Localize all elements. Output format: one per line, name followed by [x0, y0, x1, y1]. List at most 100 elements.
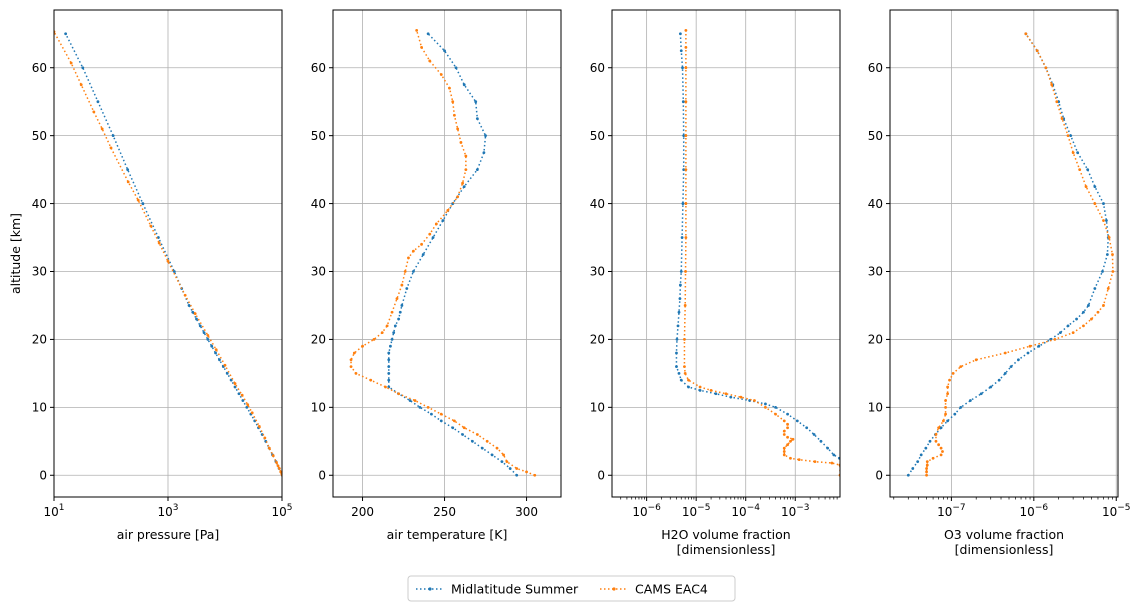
data-point — [420, 45, 423, 49]
data-point — [1084, 185, 1088, 189]
x-tick-label: 10−6 — [1020, 503, 1049, 519]
data-point — [462, 185, 466, 189]
x-tick-label: 10−4 — [731, 503, 760, 519]
data-point — [250, 411, 254, 415]
data-point — [1009, 365, 1013, 368]
data-point — [434, 222, 438, 226]
data-point — [400, 304, 404, 307]
x-tick-label: 105 — [271, 503, 292, 519]
data-point — [946, 419, 950, 423]
data-point — [79, 83, 83, 87]
data-point — [398, 310, 402, 314]
y-tick-label: 60 — [868, 61, 883, 75]
data-point — [791, 437, 795, 441]
y-tick-label: 20 — [311, 333, 326, 347]
data-point — [451, 100, 455, 104]
data-point — [502, 453, 505, 457]
data-point — [407, 256, 410, 260]
data-point — [1078, 168, 1082, 172]
data-point — [678, 283, 682, 287]
data-point — [263, 436, 267, 440]
x-axis-label: O3 volume fraction — [944, 527, 1064, 542]
data-point — [485, 439, 489, 443]
data-point — [456, 127, 460, 131]
data-point — [462, 426, 466, 430]
data-point — [681, 100, 685, 104]
data-point — [937, 426, 941, 430]
data-point — [931, 456, 935, 460]
data-point — [682, 134, 686, 138]
data-point — [397, 392, 401, 396]
data-point — [257, 424, 261, 428]
data-point — [1071, 151, 1075, 155]
axes-frame — [332, 9, 562, 498]
data-point — [782, 433, 786, 436]
y-tick-label: 60 — [311, 61, 326, 75]
data-point — [246, 403, 250, 407]
panel-1: 0 10 20 30 40 50 60 101 103 105 air pressure [Pa] a… — [8, 9, 293, 542]
data-point — [714, 392, 718, 396]
data-point — [361, 344, 364, 348]
data-point — [1066, 134, 1070, 138]
data-point — [782, 419, 786, 423]
data-point — [682, 168, 686, 172]
series-line-cams-eac4 — [683, 30, 840, 476]
x-axis-label: H2O volume fraction — [661, 527, 790, 542]
series-line-cams-eac4 — [350, 30, 536, 476]
data-point — [997, 378, 1001, 382]
data-point — [764, 405, 767, 409]
y-tick-label: 0 — [875, 468, 883, 482]
data-point — [679, 49, 683, 53]
data-point — [683, 365, 686, 368]
data-point — [942, 419, 945, 423]
data-point — [206, 338, 210, 341]
data-point — [461, 433, 464, 436]
data-point — [369, 378, 373, 382]
x-axis-label: air pressure [Pa] — [117, 527, 220, 542]
data-point — [1071, 331, 1075, 335]
data-point — [1093, 287, 1097, 290]
data-point — [795, 419, 799, 423]
data-point — [111, 134, 115, 138]
data-point — [1111, 253, 1114, 256]
y-tick-label: 30 — [311, 265, 326, 279]
y-tick-label: 40 — [32, 197, 47, 211]
data-point — [944, 412, 947, 416]
data-point — [411, 270, 415, 273]
data-point — [157, 241, 161, 245]
data-point — [906, 473, 910, 477]
data-point — [380, 331, 384, 335]
y-tick-label: 10 — [590, 401, 605, 415]
data-point — [724, 392, 728, 396]
y-tick-label: 0 — [318, 468, 326, 482]
data-point — [924, 446, 928, 450]
data-point — [786, 443, 789, 447]
data-point — [925, 473, 928, 477]
data-point — [349, 365, 353, 368]
data-point — [939, 453, 943, 457]
data-point — [729, 395, 733, 399]
data-point — [739, 395, 743, 399]
data-point — [459, 141, 463, 144]
data-point — [408, 399, 412, 402]
data-point — [1024, 32, 1028, 36]
data-point — [187, 304, 191, 307]
data-point — [916, 460, 920, 464]
y-tick-label: 60 — [32, 61, 47, 75]
data-point — [1066, 324, 1070, 328]
data-point — [96, 100, 100, 104]
x-tick-label: 10−6 — [632, 503, 661, 519]
data-point — [1093, 185, 1097, 189]
data-point — [681, 66, 684, 70]
data-point — [464, 168, 468, 172]
data-point — [191, 310, 195, 314]
data-point — [387, 351, 391, 355]
data-point — [484, 134, 487, 138]
data-point — [675, 365, 678, 368]
y-tick-label: 20 — [868, 333, 883, 347]
x-tick-label: 300 — [515, 505, 538, 519]
data-point — [387, 371, 391, 375]
data-point — [195, 317, 198, 321]
y-tick-label: 30 — [868, 265, 883, 279]
data-point — [1055, 100, 1059, 104]
